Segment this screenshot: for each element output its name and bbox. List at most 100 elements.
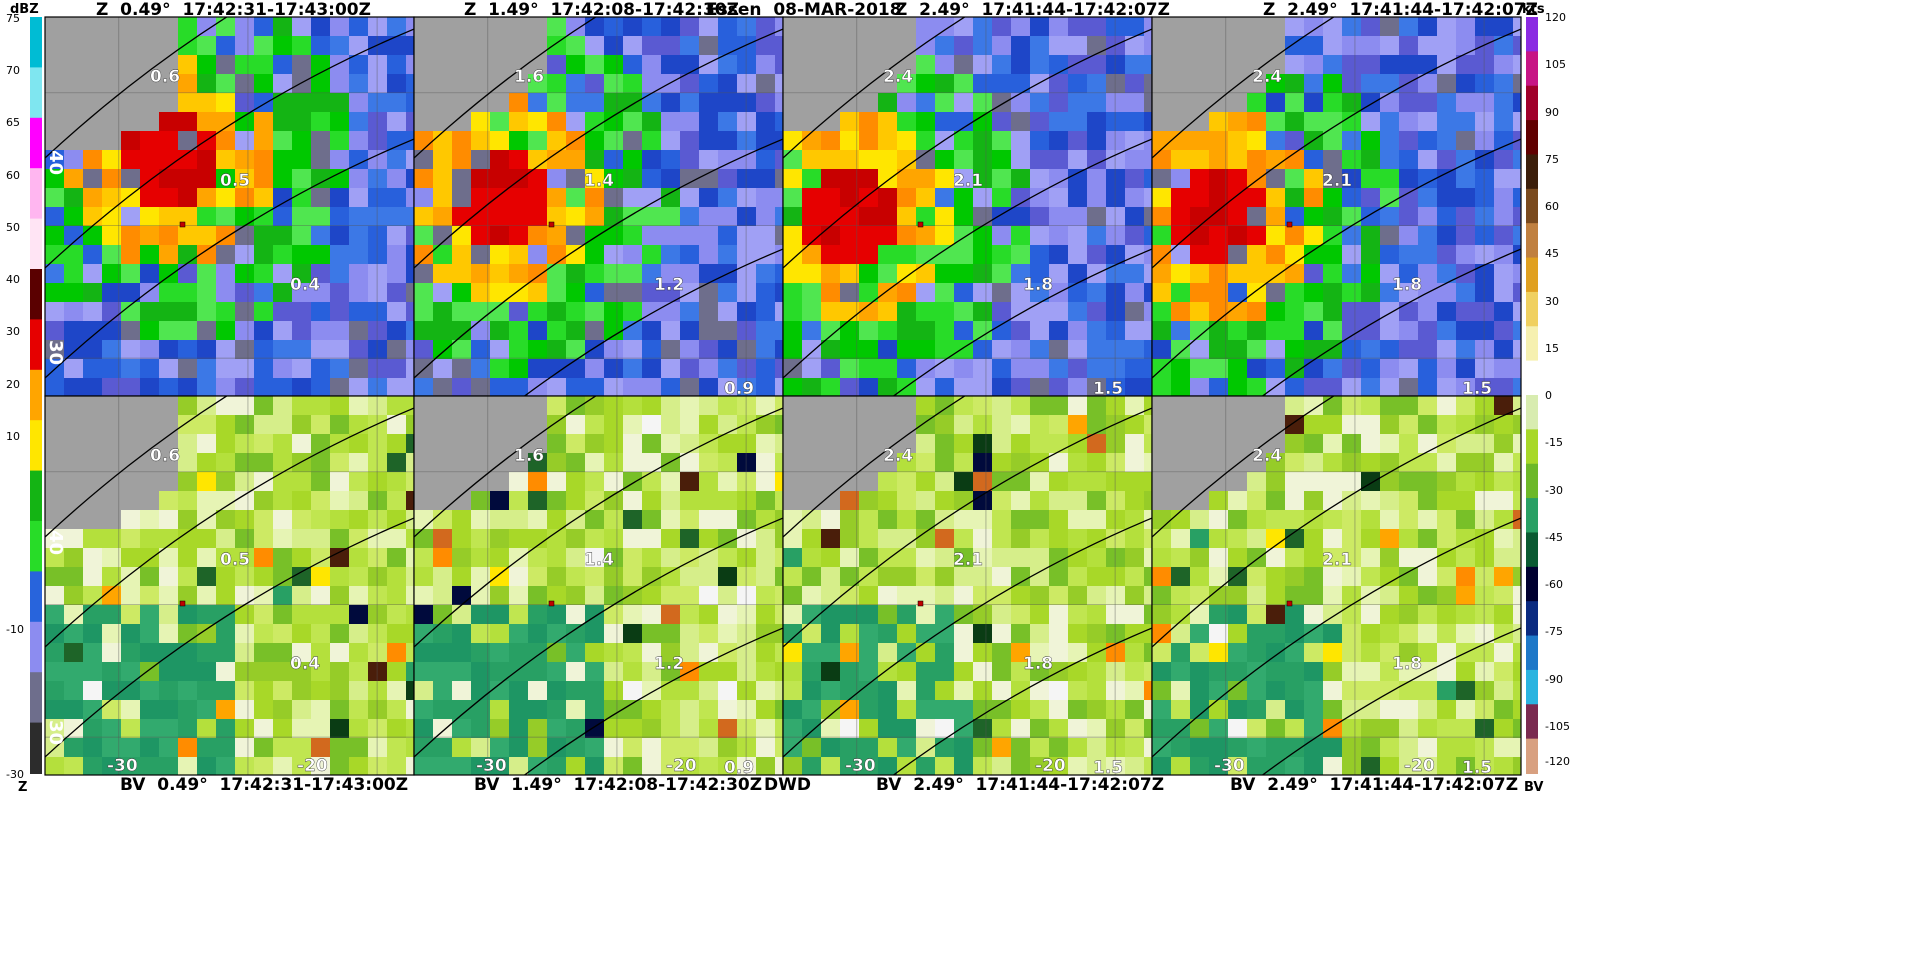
height-ring-label: 0.6 <box>150 67 180 87</box>
right-scale-tick: 120 <box>1545 11 1566 24</box>
height-ring <box>892 627 1152 775</box>
station-date-title: Essen 08-MAR-2018 <box>706 0 902 20</box>
right-scale-tick: -75 <box>1545 625 1563 639</box>
axis-tick-label: -20 <box>1035 756 1066 776</box>
scale-side-label: 30 <box>45 340 66 365</box>
height-ring <box>523 248 783 396</box>
left-scale-tick: 65 <box>6 116 20 130</box>
height-ring-label: 2.1 <box>1322 550 1352 570</box>
height-ring-label: 1.4 <box>584 171 614 191</box>
height-ring <box>783 396 966 538</box>
height-ring-label: 1.6 <box>514 446 544 466</box>
height-ring <box>414 396 597 538</box>
left-scale-unit: dBZ <box>10 2 39 17</box>
height-ring-label: 1.6 <box>514 67 544 87</box>
right-scale-tick: -30 <box>1545 483 1563 497</box>
height-ring <box>892 248 1152 396</box>
reflectivity-colorbar <box>30 17 42 774</box>
height-ring <box>45 407 414 648</box>
axis-tick-label: -30 <box>476 756 507 776</box>
height-ring-label: 1.2 <box>654 275 684 295</box>
scale-side-label: 40 <box>45 530 66 555</box>
height-ring-label: 1.5 <box>1462 379 1492 399</box>
site-marker <box>1286 221 1293 228</box>
height-ring <box>1152 138 1521 379</box>
height-ring-label: 1.8 <box>1392 654 1422 674</box>
radar-panel: 1.6 1.4 1.2 0.9 -30 -20 <box>413 395 784 778</box>
right-scale-tick: 0 <box>1545 389 1552 402</box>
height-ring <box>45 17 228 159</box>
height-ring <box>45 396 228 538</box>
panel-title-z-249-a: Z 2.49° 17:41:44-17:42:07Z <box>895 0 1170 20</box>
right-scale-tick: -45 <box>1545 530 1563 544</box>
panel-title-bv-249-b: BV 2.49° 17:41:44-17:42:07Z <box>1230 775 1519 795</box>
left-scale-tick: -30 <box>6 768 24 781</box>
right-scale-tick: -90 <box>1545 672 1563 686</box>
left-scale-tick: 10 <box>6 429 20 443</box>
axis-tick-label: -20 <box>1404 756 1435 776</box>
height-ring <box>1261 248 1521 396</box>
right-scale-tick: 45 <box>1545 247 1559 261</box>
axis-tick-label: -30 <box>845 756 876 776</box>
panel-title-z-049: Z 0.49° 17:42:31-17:43:00Z <box>96 0 371 20</box>
height-ring-label: 1.2 <box>654 654 684 674</box>
scale-side-label: 30 <box>45 720 66 745</box>
site-marker <box>917 221 924 228</box>
height-ring <box>414 517 783 758</box>
height-ring <box>783 28 1152 269</box>
height-ring-label: 1.5 <box>1462 758 1492 778</box>
panel-title-bv-149: BV 1.49° 17:42:08-17:42:30Z <box>474 775 763 795</box>
right-scale-tick: -60 <box>1545 578 1563 591</box>
right-scale-unit: kts <box>1522 2 1545 17</box>
height-ring <box>1152 17 1335 159</box>
left-scale-tick: 75 <box>6 12 20 25</box>
height-ring-label: 0.4 <box>290 654 320 674</box>
height-ring <box>1152 517 1521 758</box>
scale-side-label: 40 <box>45 150 66 175</box>
axis-tick-label: -20 <box>297 756 328 776</box>
height-ring <box>783 17 966 159</box>
axis-tick-label: -20 <box>666 756 697 776</box>
height-ring-label: 2.1 <box>953 550 983 570</box>
height-ring-label: 1.8 <box>1023 275 1053 295</box>
height-ring-label: 1.5 <box>1093 379 1123 399</box>
panel-title-bv-249-a: BV 2.49° 17:41:44-17:42:07Z <box>876 775 1165 795</box>
panel-title-bv-049: BV 0.49° 17:42:31-17:43:00Z <box>120 775 409 795</box>
radar-panel: 2.4 2.1 1.8 1.5 <box>782 16 1153 399</box>
right-scale-tick: -105 <box>1545 719 1570 733</box>
right-scale-unit-bottom: BV <box>1524 780 1544 795</box>
left-scale-tick: -10 <box>6 623 24 636</box>
height-ring <box>414 138 783 379</box>
source-label: DWD <box>764 775 811 795</box>
height-ring-label: 0.9 <box>724 758 754 778</box>
radar-panel: 1.6 1.4 1.2 0.9 <box>413 16 784 397</box>
radar-panel: 2.4 2.1 1.8 1.5 <box>1151 16 1522 399</box>
height-ring-label: 2.4 <box>1252 67 1282 87</box>
height-ring <box>414 28 783 269</box>
left-scale-tick: 50 <box>6 220 20 234</box>
height-ring-label: 2.1 <box>1322 171 1352 191</box>
height-ring-label: 2.1 <box>953 171 983 191</box>
panel-title-z-249-b: Z 2.49° 17:41:44-17:42:07Z <box>1263 0 1538 20</box>
height-ring-label: 0.5 <box>220 550 250 570</box>
height-ring-label: 2.4 <box>883 446 913 466</box>
right-scale-tick: -15 <box>1545 436 1563 450</box>
height-ring <box>783 517 1152 758</box>
height-ring <box>523 627 783 775</box>
right-scale-tick: 75 <box>1545 152 1559 166</box>
height-ring-label: 1.8 <box>1023 654 1053 674</box>
axis-tick-label: -30 <box>107 756 138 776</box>
radar-panel: 2.4 2.1 1.8 1.5 -30 -20 <box>782 395 1153 776</box>
site-marker <box>548 221 555 228</box>
height-ring <box>783 138 1152 379</box>
radar-panel: 0.6 0.5 0.4 -30 -20 <box>44 395 415 776</box>
velocity-colorbar <box>1526 17 1538 774</box>
left-scale-tick: 40 <box>6 273 20 287</box>
height-ring <box>1152 28 1521 269</box>
left-scale-unit-bottom: Z <box>18 780 28 795</box>
height-ring <box>1152 396 1335 538</box>
site-marker <box>917 600 924 607</box>
height-ring-label: 0.4 <box>290 275 320 295</box>
radar-panel: 0.6 0.5 0.4 <box>44 16 415 397</box>
